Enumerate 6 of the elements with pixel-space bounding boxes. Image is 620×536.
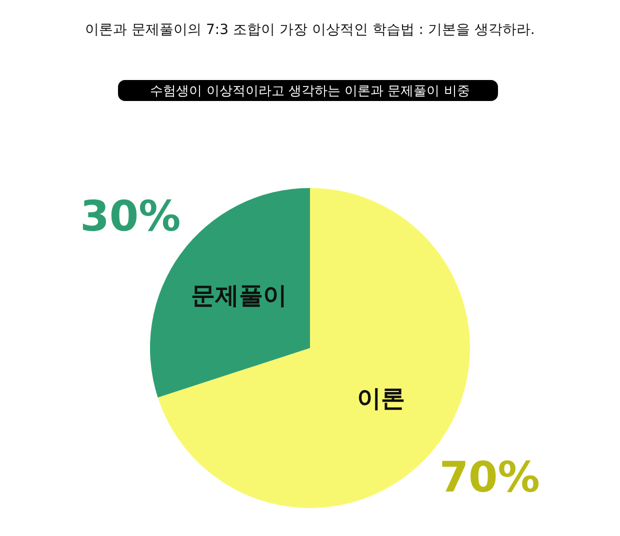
slice-label: 이론 [357,384,406,413]
data-label: 30% [80,192,181,241]
chart-subtitle: 수험생이 이상적이라고 생각하는 이론과 문제풀이 비중 [150,84,470,99]
data-label: 70% [439,452,540,502]
chart-title: 이론과 문제풀이의 7:3 조합이 가장 이상적인 학습법 : 기본을 생각하라. [85,22,535,38]
slice-label: 문제풀이 [190,281,287,310]
